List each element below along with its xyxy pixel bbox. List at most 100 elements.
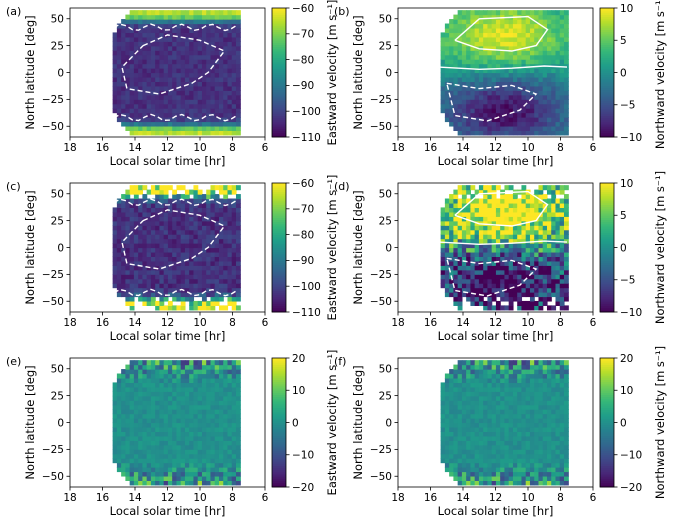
- colorbar-tick-label: −90: [292, 255, 314, 267]
- heatmap-cell: [461, 185, 467, 191]
- heatmap-cell: [500, 475, 506, 481]
- heatmap-cell: [176, 220, 182, 226]
- heatmap-cell: [546, 283, 552, 289]
- heatmap-cell: [495, 377, 501, 384]
- heatmap-cell: [193, 19, 199, 25]
- heatmap-cell: [453, 440, 459, 446]
- heatmap-cell: [500, 440, 506, 446]
- heatmap-cell: [129, 125, 135, 131]
- heatmap-cell: [193, 431, 199, 437]
- heatmap-cell: [487, 426, 493, 432]
- heatmap-cell: [512, 68, 518, 74]
- heatmap-cell: [193, 360, 199, 366]
- heatmap-cell: [487, 471, 493, 477]
- heatmap-cell: [449, 382, 454, 388]
- heatmap-cell: [210, 41, 216, 47]
- colorbar-segment: [272, 264, 286, 268]
- heatmap-cell: [559, 32, 565, 38]
- heatmap-cell: [504, 475, 510, 481]
- heatmap-cell: [487, 274, 493, 280]
- heatmap-cell: [504, 207, 510, 213]
- heatmap-cell: [189, 431, 195, 437]
- heatmap-cell: [551, 72, 557, 78]
- heatmap-cell: [146, 32, 152, 38]
- heatmap-cell: [155, 283, 161, 289]
- heatmap-cell: [470, 85, 476, 91]
- heatmap-cell: [517, 211, 523, 217]
- heatmap-cell: [453, 41, 459, 47]
- heatmap-cell: [483, 395, 489, 401]
- colorbar-segment: [272, 301, 286, 304]
- heatmap-cell: [218, 435, 224, 441]
- heatmap-cell: [150, 27, 156, 34]
- heatmap-cell: [172, 409, 178, 415]
- x-tick-label: 12: [489, 142, 502, 154]
- colorbar-segment: [272, 42, 286, 46]
- heatmap-cell: [461, 251, 467, 257]
- heatmap-cell: [146, 360, 152, 366]
- heatmap-cell: [184, 467, 190, 473]
- heatmap-cell: [470, 274, 476, 280]
- colorbar-segment: [272, 31, 286, 35]
- heatmap-cell: [508, 19, 514, 25]
- heatmap-cell: [133, 377, 139, 384]
- heatmap-cell: [563, 216, 569, 222]
- heatmap-cell: [150, 189, 156, 195]
- heatmap-cell: [534, 130, 540, 136]
- heatmap-cell: [529, 292, 535, 298]
- heatmap-cell: [235, 10, 241, 16]
- colorbar-segment: [600, 217, 614, 221]
- heatmap-cell: [121, 431, 126, 437]
- heatmap-cell: [470, 444, 476, 450]
- heatmap-cell: [163, 449, 169, 455]
- heatmap-cell: [163, 377, 169, 384]
- heatmap-cell: [125, 32, 131, 38]
- heatmap-cell: [129, 243, 135, 249]
- heatmap-cell: [189, 216, 195, 222]
- heatmap-cell: [206, 45, 212, 51]
- heatmap-cell: [483, 220, 489, 226]
- heatmap-cell: [210, 453, 216, 459]
- heatmap-cell: [142, 373, 148, 379]
- heatmap-cell: [529, 68, 535, 74]
- heatmap-cell: [116, 278, 122, 284]
- heatmap-cell: [112, 251, 118, 257]
- heatmap-cell: [500, 386, 506, 392]
- heatmap-cell: [193, 23, 199, 29]
- heatmap-cell: [125, 108, 131, 114]
- heatmap-cell: [189, 404, 195, 410]
- heatmap-cell: [172, 386, 178, 392]
- heatmap-cell: [235, 269, 241, 275]
- heatmap-cell: [504, 72, 510, 78]
- heatmap-cell: [546, 216, 552, 222]
- heatmap-cells: [112, 360, 241, 486]
- colorbar-segment: [272, 20, 286, 24]
- heatmap-cell: [176, 296, 182, 302]
- heatmap-cell: [551, 90, 557, 96]
- heatmap-cell: [478, 431, 484, 437]
- heatmap-cell: [197, 198, 203, 204]
- heatmap-cell: [150, 243, 156, 249]
- heatmap-cell: [125, 225, 131, 231]
- heatmap-cell: [223, 108, 229, 114]
- heatmap-cell: [116, 395, 122, 401]
- heatmap-cell: [159, 305, 165, 311]
- heatmap-cell: [504, 449, 510, 455]
- heatmap-cell: [125, 431, 131, 437]
- heatmap-cell: [508, 404, 514, 410]
- heatmap-cell: [231, 198, 237, 204]
- heatmap-cell: [163, 269, 169, 275]
- heatmap-cell: [508, 90, 514, 96]
- heatmap-cell: [457, 283, 463, 289]
- heatmap-cell: [542, 108, 548, 114]
- heatmap-cell: [121, 269, 126, 275]
- heatmap-cell: [483, 85, 489, 91]
- heatmap-cell: [163, 103, 169, 109]
- heatmap-cell: [163, 198, 169, 204]
- heatmap-cell: [551, 287, 557, 293]
- heatmap-cell: [206, 413, 212, 419]
- heatmap-cell: [129, 14, 135, 20]
- heatmap-cell: [500, 431, 506, 437]
- heatmap-cell: [483, 216, 489, 222]
- heatmap-cell: [121, 435, 126, 441]
